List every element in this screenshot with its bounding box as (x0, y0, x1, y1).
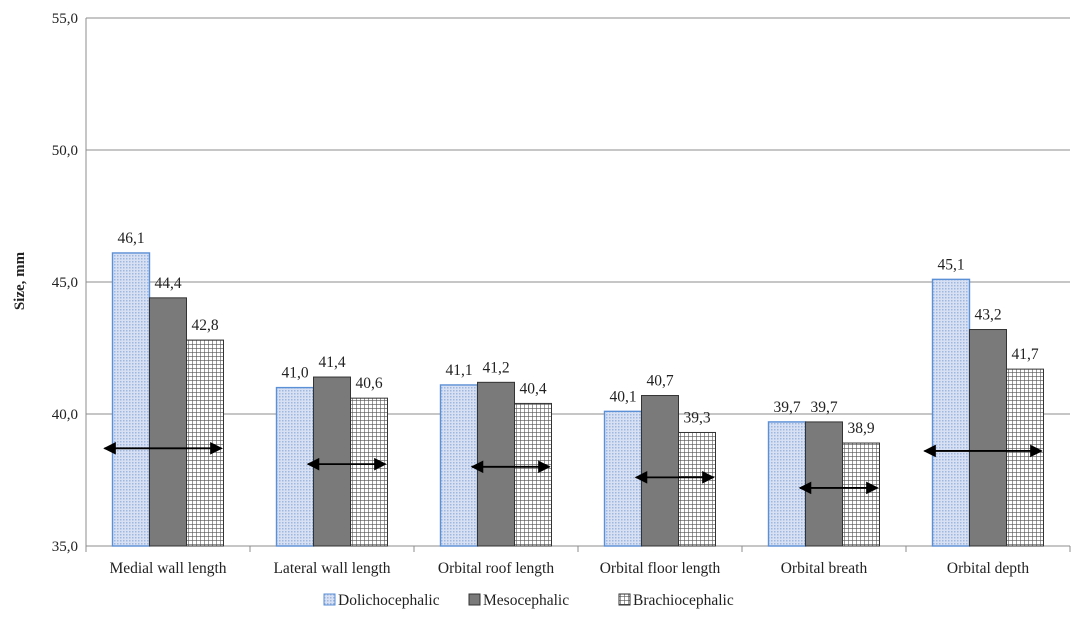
bar-mesocephalic (477, 381, 515, 547)
y-tick-label: 55,0 (52, 11, 78, 27)
data-label: 41,1 (445, 362, 472, 379)
bar-brachiocephalic (678, 431, 716, 547)
legend-label: Brachiocephalic (633, 592, 734, 609)
data-labels: 46,1 44,4 42,8 41,0 41,4 40,6 41,1 41,2 40,4 40,1… (117, 230, 1038, 437)
data-label: 39,7 (773, 399, 800, 416)
legend-label: Mesocephalic (483, 592, 569, 609)
bar-mesocephalic (313, 376, 351, 547)
data-label: 41,0 (281, 365, 308, 382)
category-label: Orbital floor length (600, 560, 721, 577)
bar-dolichocephalic (275, 386, 315, 547)
bar-dolichocephalic (603, 410, 643, 547)
y-tick-label: 40,0 (52, 407, 78, 423)
category-label: Orbital depth (947, 560, 1029, 577)
legend-swatch (618, 593, 631, 606)
legend-label: Dolichocephalic (338, 592, 440, 609)
data-label: 40,7 (646, 373, 673, 390)
gridlines (86, 17, 1070, 415)
data-label: 38,9 (847, 420, 874, 437)
category-label: Orbital breath (781, 560, 868, 577)
bars (111, 252, 1044, 547)
y-tick-label: 50,0 (52, 143, 78, 159)
bar-dolichocephalic (931, 278, 971, 547)
category-label: Medial wall length (109, 560, 226, 577)
data-label: 39,3 (683, 409, 710, 426)
bar-dolichocephalic (767, 421, 807, 547)
y-tick-label: 45,0 (52, 275, 78, 291)
bar-dolichocephalic (111, 252, 151, 547)
bar-mesocephalic (641, 395, 679, 547)
data-label: 39,7 (810, 399, 837, 416)
data-label: 40,4 (519, 380, 546, 397)
data-label: 40,1 (609, 388, 636, 405)
legend: Dolichocephalic Mesocephalic Brachiocephal… (323, 592, 734, 609)
bar-brachiocephalic (350, 397, 388, 547)
category-label: Orbital roof length (438, 560, 554, 577)
bar-brachiocephalic (186, 339, 224, 547)
data-label: 41,7 (1011, 346, 1038, 363)
data-label: 46,1 (117, 230, 144, 247)
arrows (103, 442, 1043, 495)
bar-mesocephalic (805, 421, 843, 547)
bar-brachiocephalic (1006, 368, 1044, 547)
data-label: 45,1 (937, 256, 964, 273)
bar-dolichocephalic (439, 384, 479, 547)
legend-swatch (468, 593, 481, 606)
data-label: 43,2 (974, 307, 1001, 324)
bar-brachiocephalic (514, 402, 552, 547)
bar-brachiocephalic (842, 442, 880, 547)
data-label: 40,6 (355, 375, 382, 392)
data-label: 44,4 (154, 275, 181, 292)
data-label: 41,4 (318, 354, 345, 371)
y-axis-label: Size, mm (12, 251, 28, 310)
data-label: 41,2 (482, 359, 509, 376)
data-label: 42,8 (191, 317, 218, 334)
category-label: Lateral wall length (273, 560, 390, 577)
bar-mesocephalic (149, 297, 187, 547)
axes: 35,0 40,0 45,0 50,0 55,0 Medial wall length La… (52, 11, 1071, 577)
legend-swatch (323, 593, 336, 606)
y-tick-label: 35,0 (52, 539, 78, 555)
bar-mesocephalic (969, 329, 1007, 547)
